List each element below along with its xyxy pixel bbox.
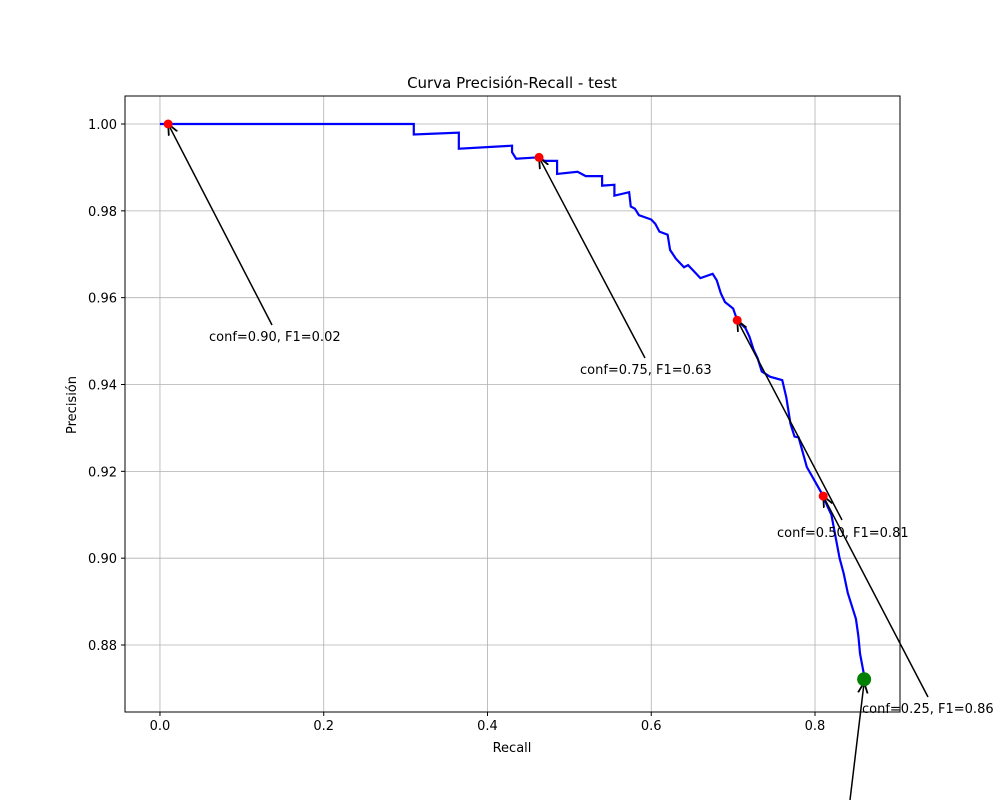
x-tick-label: 0.0 bbox=[150, 719, 171, 734]
x-axis-label: Recall bbox=[493, 741, 532, 756]
best-point bbox=[857, 672, 872, 687]
annotation-arrow bbox=[823, 496, 929, 698]
annotation-arrow bbox=[849, 682, 864, 800]
y-tick-label: 0.98 bbox=[88, 205, 117, 220]
y-tick-label: 0.90 bbox=[88, 552, 117, 567]
threshold-point bbox=[818, 491, 828, 501]
x-tick-label: 0.2 bbox=[313, 719, 334, 734]
x-tick-label: 0.4 bbox=[477, 719, 498, 734]
threshold-point bbox=[732, 315, 742, 325]
y-tick-label: 0.96 bbox=[88, 292, 117, 307]
annotation-text: conf=0.50, F1=0.81 bbox=[777, 526, 909, 541]
y-tick-label: 1.00 bbox=[88, 118, 117, 133]
annotation-text: conf=0.90, F1=0.02 bbox=[209, 330, 341, 345]
x-tick-label: 0.8 bbox=[805, 719, 826, 734]
y-tick-label: 0.88 bbox=[88, 639, 117, 654]
threshold-point bbox=[534, 152, 544, 162]
y-axis-label: Precisión bbox=[65, 376, 80, 434]
x-tick-label: 0.6 bbox=[641, 719, 662, 734]
y-tick-label: 0.92 bbox=[88, 465, 117, 480]
y-tick-label: 0.94 bbox=[88, 379, 117, 394]
annotation-arrow bbox=[737, 320, 843, 521]
annotation-arrow bbox=[168, 124, 273, 326]
threshold-point bbox=[163, 119, 173, 129]
annotation-text: conf=0.25, F1=0.86 bbox=[862, 702, 994, 717]
annotation-text: conf=0.75, F1=0.63 bbox=[580, 363, 712, 378]
plot-frame bbox=[124, 95, 901, 713]
annotation-arrow bbox=[539, 157, 646, 359]
chart-title: Curva Precisión-Recall - test bbox=[407, 74, 617, 92]
